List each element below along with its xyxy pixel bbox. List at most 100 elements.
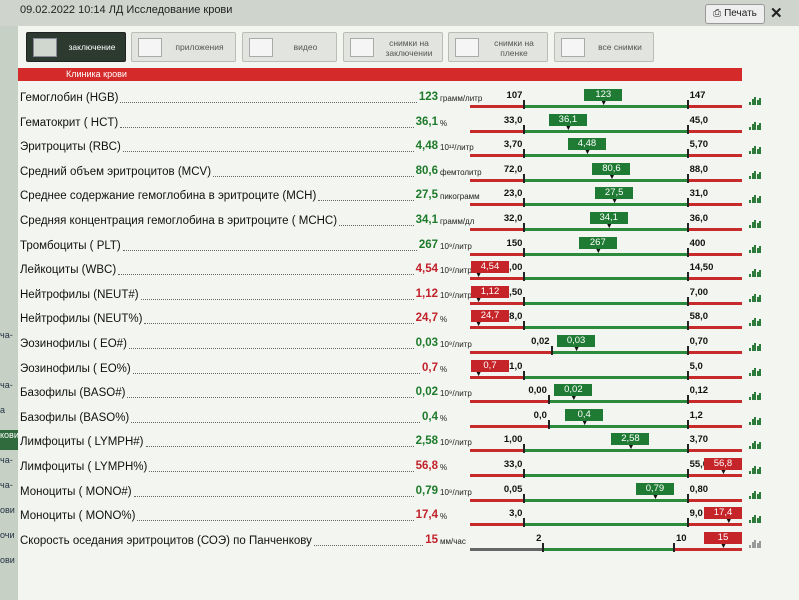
histogram-icon[interactable] — [749, 169, 762, 179]
value-marker: 4,48 — [567, 138, 606, 151]
low-tick — [523, 518, 526, 528]
leader-dots — [146, 446, 414, 448]
histogram-bar — [751, 197, 754, 204]
histogram-bar — [749, 471, 751, 474]
histogram-icon[interactable] — [749, 243, 762, 253]
histogram-bar — [751, 541, 754, 548]
test-value: 17,4 — [415, 509, 438, 522]
tab-label: заключение — [68, 42, 116, 52]
marker-pointer: ▼ — [564, 124, 572, 132]
value-marker: 24,7 — [471, 310, 509, 323]
tab-film-images[interactable]: снимки на пленке — [448, 32, 548, 62]
scale-low-segment — [470, 424, 549, 428]
sidebar-item[interactable] — [0, 105, 18, 125]
result-row: Нейтрофилы (NEUT%) 24,7% 38,0 58,0 24,7 ▼ — [18, 307, 799, 332]
histogram-icon[interactable] — [749, 193, 762, 204]
histogram-icon[interactable] — [749, 292, 762, 302]
sidebar-item[interactable] — [0, 155, 18, 175]
histogram-icon[interactable] — [749, 464, 762, 474]
sidebar-item[interactable]: ча- — [0, 330, 13, 340]
high-tick — [686, 173, 689, 183]
histogram-icon[interactable] — [749, 144, 762, 155]
reference-low: 0,00 — [528, 385, 547, 397]
sidebar-item[interactable]: ови — [0, 555, 15, 565]
scale-high-segment — [687, 178, 742, 182]
tab-conclusion[interactable]: заключение — [26, 32, 126, 62]
scale-high-segment — [687, 424, 742, 428]
sidebar-item[interactable]: ча- — [0, 455, 13, 465]
low-tick — [523, 493, 526, 503]
test-unit: мм/час — [440, 536, 466, 546]
test-value: 2,58 — [415, 435, 438, 448]
test-name: Нейтрофилы (NEUT#) — [20, 288, 139, 301]
histogram-bar — [754, 441, 757, 450]
sidebar-item[interactable]: ча- — [0, 380, 13, 390]
sidebar-item[interactable]: ча- — [0, 480, 13, 490]
marker-pointer: ▼ — [725, 518, 733, 526]
histogram-bar — [754, 195, 757, 204]
scale-normal-segment — [548, 424, 688, 428]
histogram-icon[interactable] — [749, 341, 762, 351]
conclusion-icon — [33, 38, 57, 57]
sidebar-item[interactable] — [0, 55, 18, 75]
sidebar-item[interactable] — [0, 180, 18, 200]
histogram-icon[interactable] — [749, 120, 762, 130]
sidebar-item[interactable] — [0, 205, 18, 225]
sidebar-item[interactable] — [0, 355, 18, 375]
reference-low: 72,0 — [503, 163, 523, 175]
close-button[interactable]: ✕ — [770, 5, 783, 22]
test-value: 0,79 — [415, 484, 438, 497]
histogram-icon[interactable] — [749, 316, 762, 327]
leader-dots — [127, 397, 414, 399]
tab-attachments[interactable]: приложения — [131, 32, 236, 62]
test-value: 0,7 — [422, 361, 438, 374]
histogram-bar — [749, 372, 751, 376]
high-tick — [686, 149, 689, 159]
sidebar-item[interactable] — [0, 80, 18, 100]
test-name: Лейкоциты (WBC) — [20, 264, 117, 277]
marker-pointer: ▼ — [475, 370, 483, 378]
test-name: Базофилы (BASO%) — [20, 411, 130, 424]
sidebar-item[interactable]: ови — [0, 505, 15, 515]
histogram-bar — [756, 247, 759, 253]
histogram-icon[interactable] — [749, 366, 762, 376]
histogram-icon[interactable] — [749, 415, 762, 425]
high-tick — [686, 395, 689, 405]
histogram-icon[interactable] — [749, 489, 762, 499]
result-row: Эозинофилы ( EO%) 0,7% 1,0 5,0 0,7 ▼ — [18, 357, 799, 382]
marker-pointer: ▼ — [583, 149, 591, 157]
low-tick — [542, 542, 545, 552]
high-tick — [686, 370, 689, 380]
sidebar-item[interactable] — [0, 305, 18, 325]
histogram-icon[interactable] — [749, 95, 762, 105]
tab-video[interactable]: видео — [242, 32, 337, 62]
histogram-bar — [756, 223, 759, 228]
histogram-icon[interactable] — [749, 390, 762, 401]
histogram-icon[interactable] — [749, 218, 762, 228]
print-button[interactable]: ⎙ Печать — [705, 4, 765, 24]
histogram-icon[interactable] — [749, 439, 762, 450]
sidebar-item[interactable]: кови — [0, 430, 18, 450]
tab-conclusion-images[interactable]: снимки на заключении — [343, 32, 443, 62]
sidebar-item[interactable] — [0, 130, 18, 150]
histogram-bar — [756, 518, 759, 524]
sidebar-item[interactable] — [0, 230, 18, 250]
histogram-icon[interactable] — [749, 267, 762, 278]
sidebar-item[interactable] — [0, 280, 18, 300]
reference-low: 3,70 — [503, 139, 523, 151]
sidebar-item[interactable]: а — [0, 405, 6, 415]
high-tick — [686, 493, 689, 503]
sidebar-item[interactable]: очи — [0, 530, 15, 540]
tab-all-images[interactable]: все снимки — [554, 32, 654, 62]
marker-pointer: ▼ — [611, 198, 619, 206]
reference-high: 5,70 — [689, 139, 709, 151]
sidebar-item[interactable] — [0, 30, 18, 50]
histogram-icon[interactable] — [749, 538, 762, 548]
test-name: Средний объем эритроцитов (MCV) — [20, 165, 212, 178]
scale-normal-segment — [548, 400, 688, 404]
leader-dots — [133, 372, 420, 374]
histogram-icon[interactable] — [749, 513, 762, 524]
scale-normal-segment — [524, 474, 688, 477]
scale-high-segment — [687, 400, 742, 404]
sidebar-item[interactable] — [0, 255, 18, 275]
